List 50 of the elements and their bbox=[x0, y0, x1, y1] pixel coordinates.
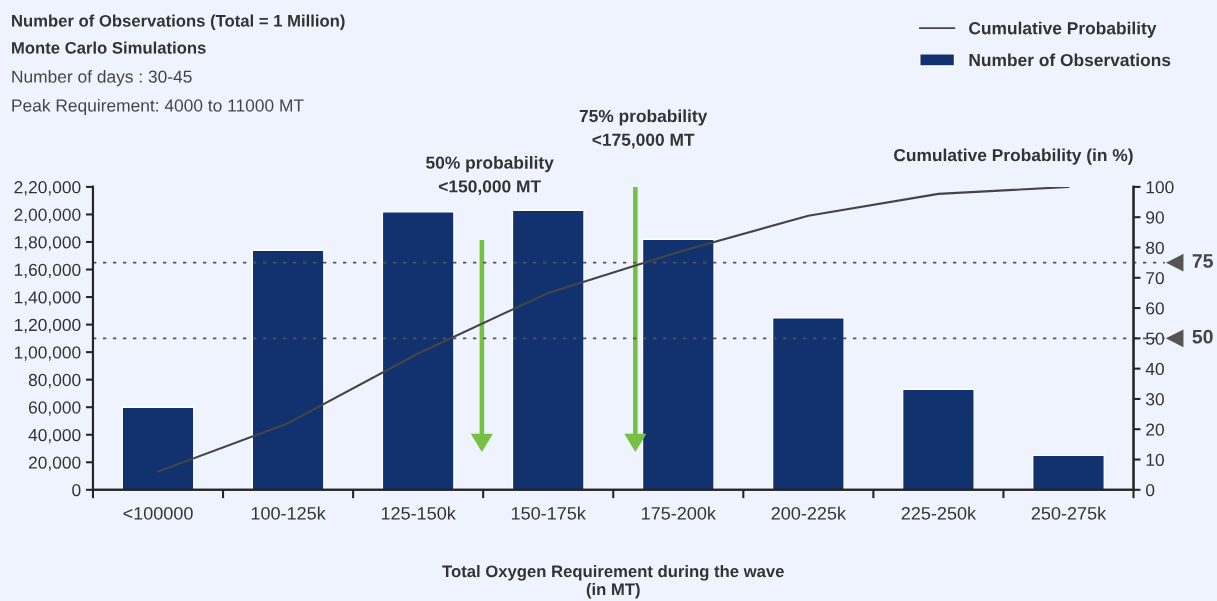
y2-tick-label: 10 bbox=[1146, 453, 1164, 466]
chart-title: Number of Observations (Total = 1 Million) bbox=[12, 14, 345, 31]
y-tick-label: 1,20,000 bbox=[14, 318, 81, 334]
ref-line-label: 75 bbox=[1192, 254, 1213, 268]
x-tick-label: 100-125k bbox=[251, 506, 326, 520]
ref-line-label: 50 bbox=[1192, 329, 1213, 344]
x-tick-label: 250-275k bbox=[1031, 506, 1107, 520]
y2-tick-label: 100 bbox=[1146, 181, 1174, 194]
y2-tick-label: 30 bbox=[1145, 393, 1164, 406]
y2-tick-label: 50 bbox=[1146, 332, 1164, 345]
bar bbox=[901, 388, 975, 490]
y2-tick-label: 20 bbox=[1146, 423, 1164, 436]
text: 75% probability <175,000 MT bbox=[579, 109, 708, 149]
x-tick-label: <100000 bbox=[123, 506, 193, 520]
x-axis-title: Total Oxygen Requirement during the wave (in MT) bbox=[442, 564, 784, 599]
y-tick-label: 60,000 bbox=[28, 401, 81, 416]
y2-tick-label: 0 bbox=[1146, 483, 1155, 497]
y-tick-label: 20,000 bbox=[28, 456, 81, 471]
y2-tick-label: 90 bbox=[1146, 211, 1164, 224]
x-tick-label: 150-175k bbox=[511, 506, 586, 520]
y-tick-label: 1,60,000 bbox=[14, 263, 81, 279]
x-tick-label: 125-150k bbox=[381, 506, 456, 520]
legend-label: Number of Observations bbox=[969, 53, 1171, 67]
annotation: 50% probability <150,000 MT bbox=[426, 156, 554, 196]
y-tick-label: 2,00,000 bbox=[14, 208, 81, 223]
x-tick-label: 200-225k bbox=[771, 506, 847, 520]
y2-tick-label: 70 bbox=[1146, 271, 1164, 285]
y-tick-label: 80,000 bbox=[28, 373, 81, 389]
y-tick-label: 40,000 bbox=[28, 428, 81, 444]
chart-subtitle: Monte Carlo Simulations bbox=[12, 41, 206, 54]
y-tick-label: 2,20,000 bbox=[14, 181, 81, 196]
x-tick-label: 225-250k bbox=[901, 506, 977, 520]
legend-label: Cumulative Probability bbox=[969, 21, 1157, 38]
y2-tick-label: 60 bbox=[1146, 302, 1164, 315]
bar bbox=[251, 249, 325, 490]
y2-tick-label: 80 bbox=[1146, 241, 1164, 254]
y2-axis-title: Cumulative Probability (in %) bbox=[894, 148, 1133, 165]
y-tick-label: 1,40,000 bbox=[14, 291, 81, 306]
bar bbox=[1032, 454, 1105, 490]
bar bbox=[121, 406, 195, 490]
text: Peak Requirement: 4000 to 11000 MT bbox=[12, 98, 304, 116]
y-tick-label: 1,00,000 bbox=[14, 346, 81, 361]
y-tick-label: 1,80,000 bbox=[14, 236, 81, 251]
text: Number of days : 30-45 bbox=[12, 70, 192, 87]
bar bbox=[771, 317, 845, 490]
y2-tick-label: 40 bbox=[1145, 362, 1164, 376]
bar bbox=[381, 210, 455, 490]
x-tick-label: 175-200k bbox=[642, 506, 716, 520]
y-tick-label: 0 bbox=[72, 483, 81, 497]
bar bbox=[511, 209, 585, 490]
